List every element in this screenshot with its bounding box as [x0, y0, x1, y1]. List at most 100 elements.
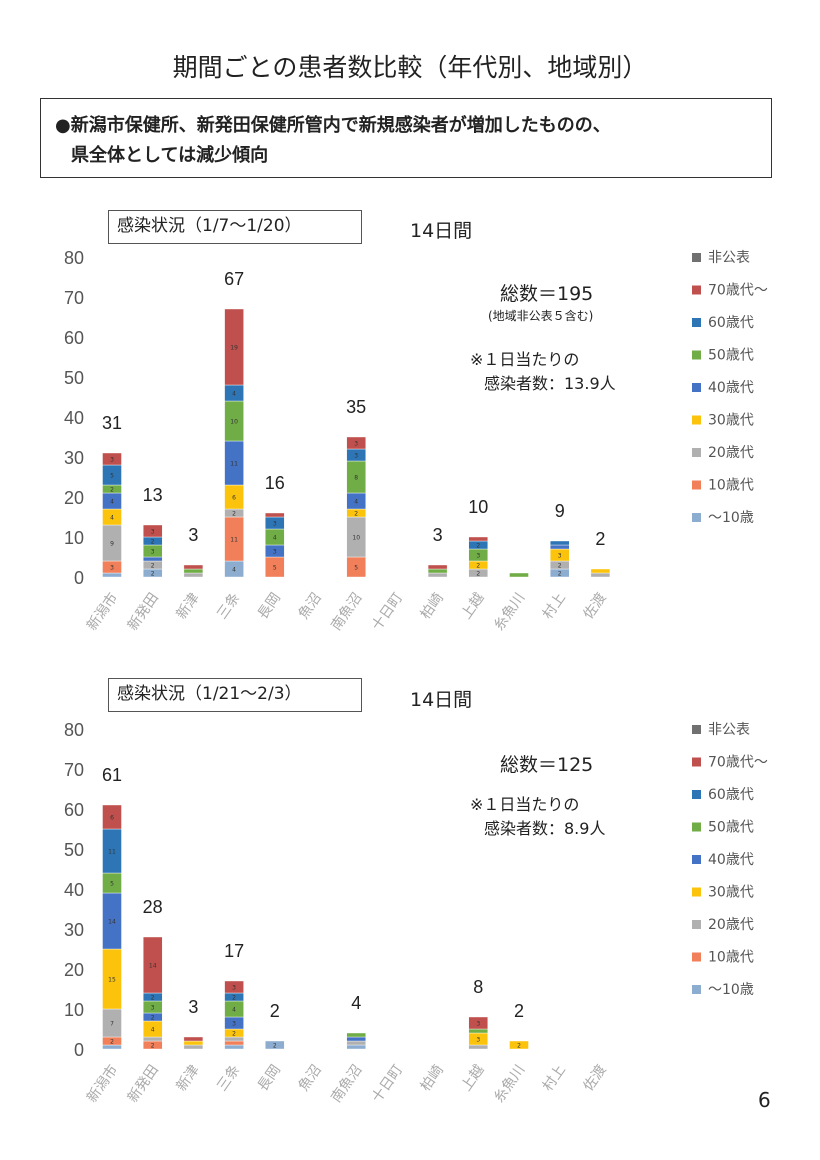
segment-value-label: 2: [232, 1031, 236, 1038]
y-tick-label: 50: [64, 368, 84, 388]
bar-segment: [142, 936, 163, 994]
bar-total-label: 2: [270, 1001, 280, 1021]
y-tick-label: 80: [64, 248, 84, 268]
summary-line-2: 県全体としては減少傾向: [71, 145, 269, 166]
legend-swatch: [692, 383, 701, 392]
chart1-perday-line1: ※１日当たりの: [470, 350, 580, 369]
bar-total-label: 67: [224, 269, 244, 289]
bar-total-label: 17: [224, 941, 244, 961]
summary-line-1: ●新潟市保健所、新発田保健所管内で新規感染者が増加したものの、: [55, 115, 611, 136]
segment-value-label: 2: [476, 571, 480, 578]
category-label: 三条: [213, 590, 243, 623]
segment-value-label: 3: [558, 553, 562, 560]
segment-value-label: 4: [110, 499, 114, 506]
category-label: 長岡: [255, 1062, 284, 1094]
segment-value-label: 4: [151, 1027, 155, 1034]
segment-value-label: 4: [110, 515, 114, 522]
legend-label: 50歳代: [708, 820, 754, 836]
category-label: 長岡: [255, 590, 284, 622]
category-label: 南魚沼: [328, 1062, 365, 1106]
legend-label: ～10歳: [708, 510, 754, 526]
chart2-perday-line2: 感染者数：8.9人: [484, 819, 606, 838]
bar-segment: [468, 1016, 488, 1030]
bar-total-label: 3: [188, 997, 198, 1017]
y-tick-label: 0: [74, 1040, 84, 1060]
bar-segment: [427, 572, 448, 578]
legend-label: ～10歳: [708, 982, 754, 998]
segment-value-label: 8: [354, 475, 358, 482]
segment-value-label: 14: [108, 919, 116, 926]
legend-label: 30歳代: [708, 413, 754, 429]
bar-segment: [550, 544, 570, 550]
legend-swatch: [692, 480, 701, 490]
bar-segment: [183, 564, 204, 570]
bar-segment: [224, 980, 244, 994]
bar-total-label: 16: [265, 473, 285, 493]
segment-value-label: 2: [151, 995, 155, 1002]
bar-segment: [509, 572, 529, 578]
bar-segment: [346, 1036, 366, 1042]
y-tick-label: 60: [64, 328, 84, 348]
category-label: 新潟市: [83, 1062, 121, 1106]
bar-segment: [183, 1044, 204, 1050]
segment-value-label: 3: [151, 1005, 155, 1012]
segment-value-label: 6: [232, 495, 236, 502]
category-label: 三条: [213, 1062, 243, 1095]
y-tick-label: 0: [74, 568, 84, 588]
category-label: 佐渡: [581, 590, 610, 622]
segment-value-label: 2: [151, 571, 155, 578]
segment-value-label: 9: [110, 541, 114, 548]
bar-segment: [183, 572, 204, 578]
legend-swatch: [692, 822, 701, 832]
category-label: 魚沼: [296, 1062, 325, 1094]
segment-value-label: 10: [352, 535, 360, 542]
segment-value-label: 3: [354, 441, 358, 448]
bar-total-label: 8: [473, 977, 483, 997]
bar-segment: [224, 1040, 244, 1046]
legend-label: 非公表: [708, 250, 750, 266]
bar-segment: [102, 1044, 122, 1050]
bar-total-label: 28: [143, 897, 163, 917]
legend-label: 非公表: [708, 722, 750, 738]
chart-jan21-feb3: 0 10 20 30 40 50 60 70 80 2 7 15 14 5 11 6 61 新潟市 2 4 2 3 2 14 2…: [64, 720, 768, 1106]
bar-segment: [102, 452, 122, 466]
bar-segment: [468, 1028, 488, 1034]
segment-value-label: 2: [232, 511, 236, 518]
category-label: 村上: [540, 590, 569, 622]
y-tick-label: 40: [64, 880, 84, 900]
y-tick-label: 30: [64, 920, 84, 940]
segment-value-label: 3: [476, 1037, 480, 1044]
bar-segment: [509, 1040, 529, 1050]
bar-total-label: 9: [555, 501, 565, 521]
bar-total-label: 2: [514, 1001, 524, 1021]
bar-segment: [265, 1040, 285, 1050]
legend-swatch: [692, 285, 701, 295]
legend-label: 30歳代: [708, 885, 754, 901]
segment-value-label: 5: [110, 881, 114, 888]
bar-segment: [102, 572, 122, 578]
segment-value-label: 5: [354, 565, 358, 572]
segment-value-label: 4: [232, 1007, 236, 1014]
category-label: 糸魚川: [491, 1062, 528, 1106]
legend-label: 40歳代: [708, 380, 754, 396]
legend-label: 60歳代: [708, 787, 754, 803]
legend-label: 10歳代: [708, 950, 754, 966]
bar-segment: [224, 308, 244, 386]
chart1-total: 総数＝195: [500, 283, 594, 305]
legend-label: 50歳代: [708, 348, 754, 364]
segment-value-label: 5: [273, 565, 277, 572]
legend-swatch: [692, 350, 701, 360]
bar-segment: [590, 568, 611, 574]
bar-segment: [142, 1036, 163, 1042]
bar-segment: [183, 1036, 204, 1042]
segment-value-label: 2: [110, 487, 114, 494]
legend-swatch: [692, 855, 701, 864]
segment-value-label: 4: [232, 391, 236, 398]
bar-segment: [142, 524, 163, 538]
category-label: 新潟市: [83, 590, 121, 634]
legend-label: 40歳代: [708, 852, 754, 868]
segment-value-label: 3: [110, 457, 114, 464]
bar-segment: [142, 556, 163, 562]
y-tick-label: 30: [64, 448, 84, 468]
category-label: 上越: [458, 1062, 487, 1094]
